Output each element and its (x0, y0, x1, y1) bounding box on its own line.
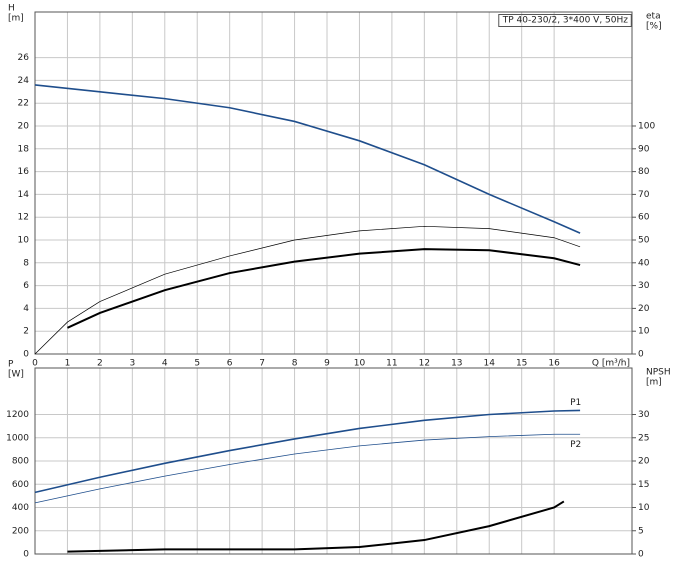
y-tick-label: 12 (18, 213, 29, 223)
y2-tick-label: 50 (638, 236, 650, 246)
curve (34, 84, 581, 234)
y-tick-label: 0 (23, 550, 29, 560)
y-tick-label: 14 (18, 190, 30, 200)
y-tick-label: 0 (23, 350, 29, 360)
y-tick-label: 26 (18, 53, 30, 63)
y2-tick-label: 20 (638, 457, 650, 467)
series-label: P2 (570, 440, 581, 450)
y-tick-label: 16 (18, 167, 30, 177)
y2-tick-label: 10 (638, 503, 650, 513)
x-tick-label: 1 (65, 359, 71, 369)
x-tick-label: 13 (451, 359, 462, 369)
y-tick-label: 1000 (6, 433, 29, 443)
curve (34, 225, 581, 355)
y-tick-label: 2 (23, 327, 29, 337)
x-tick-label: 12 (419, 359, 430, 369)
y-tick-label: 400 (12, 503, 29, 513)
y-tick-label: 600 (12, 480, 29, 490)
y-tick-label: 10 (18, 236, 30, 246)
x-tick-label: 14 (484, 359, 496, 369)
x-tick-label: 0 (32, 359, 38, 369)
x-tick-label: 10 (354, 359, 366, 369)
x-tick-label: 11 (386, 359, 397, 369)
curve (34, 433, 581, 504)
x-tick-label: 8 (292, 359, 298, 369)
y-tick-label: 22 (18, 99, 29, 109)
x-tick-label: 9 (324, 359, 330, 369)
x-tick-label: 4 (162, 359, 168, 369)
x-axis-label: Q [m³/h] (592, 359, 630, 369)
plot-frame (34, 11, 633, 355)
x-tick-label: 7 (259, 359, 265, 369)
y2-axis-label: [%] (646, 22, 662, 32)
y2-tick-label: 25 (638, 433, 649, 443)
y-tick-label: 20 (18, 122, 30, 132)
x-tick-label: 2 (97, 359, 103, 369)
y-tick-label: 24 (18, 76, 30, 86)
curve (67, 248, 581, 329)
y-tick-label: 4 (23, 304, 29, 314)
y-axis-label: [m] (8, 14, 24, 24)
y2-tick-label: 10 (638, 327, 650, 337)
y-tick-label: 8 (23, 258, 29, 268)
y2-tick-label: 90 (638, 144, 650, 154)
y2-tick-label: 20 (638, 304, 650, 314)
y2-axis-label: eta (646, 12, 661, 22)
y2-tick-label: 15 (638, 480, 649, 490)
curve (34, 409, 581, 494)
y2-axis-label: [m] (646, 378, 662, 388)
y2-tick-label: 60 (638, 213, 650, 223)
y2-axis-label: NPSH (646, 368, 671, 378)
x-tick-label: 5 (194, 359, 200, 369)
y2-tick-label: 80 (638, 167, 650, 177)
plot-frame (34, 367, 633, 555)
series-label: P1 (570, 398, 581, 408)
y-tick-label: 1200 (6, 410, 29, 420)
y2-tick-label: 30 (638, 410, 650, 420)
y2-tick-label: 100 (638, 122, 655, 132)
x-tick-label: 3 (129, 359, 135, 369)
y-tick-label: 18 (18, 144, 30, 154)
y2-tick-label: 40 (638, 258, 650, 268)
y-tick-label: 800 (12, 457, 29, 467)
chart-title: TP 40-230/2, 3*400 V, 50Hz (502, 16, 629, 26)
y2-tick-label: 70 (638, 190, 650, 200)
y-tick-label: 200 (12, 526, 29, 536)
x-tick-label: 16 (548, 359, 560, 369)
x-tick-label: 6 (227, 359, 233, 369)
y-tick-label: 6 (23, 281, 29, 291)
y2-tick-label: 0 (638, 350, 644, 360)
y2-tick-label: 5 (638, 526, 644, 536)
curve (67, 500, 565, 553)
y2-tick-label: 0 (638, 550, 644, 560)
y2-tick-label: 30 (638, 281, 650, 291)
y-axis-label: P (8, 360, 14, 370)
y-axis-label: H (8, 4, 15, 14)
x-tick-label: 15 (516, 359, 527, 369)
title-box (498, 14, 632, 27)
y-axis-label: [W] (8, 370, 24, 380)
